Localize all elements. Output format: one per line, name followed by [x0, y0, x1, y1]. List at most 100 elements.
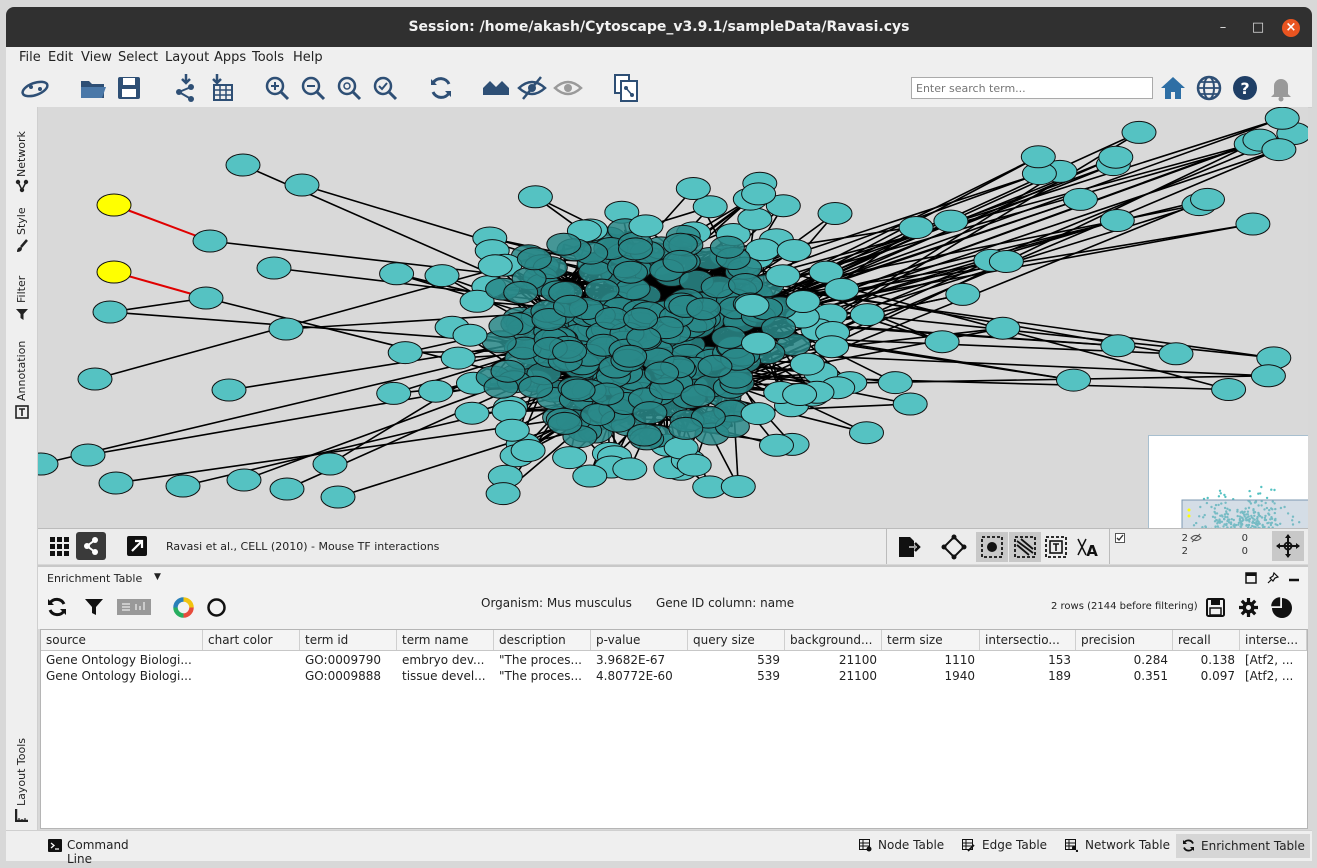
network-node[interactable]: [572, 464, 608, 488]
network-node[interactable]: [612, 344, 648, 368]
network-node[interactable]: [485, 482, 521, 506]
network-node[interactable]: [1158, 342, 1194, 366]
menu-apps[interactable]: Apps: [214, 50, 247, 65]
zoom-selected-icon[interactable]: [370, 73, 400, 103]
network-node[interactable]: [454, 401, 490, 425]
network-node[interactable]: [38, 452, 59, 476]
show-all-icon[interactable]: [553, 73, 583, 103]
network-node[interactable]: [424, 264, 460, 288]
column-header-source[interactable]: source: [41, 630, 203, 650]
network-node[interactable]: [789, 352, 825, 376]
network-node[interactable]: [814, 335, 850, 359]
network-node[interactable]: [320, 485, 356, 509]
tab-style[interactable]: Style: [8, 199, 35, 257]
column-header-term-size[interactable]: term size: [882, 630, 980, 650]
network-node[interactable]: [711, 325, 747, 349]
menu-view[interactable]: View: [81, 50, 112, 65]
chart-disabled-icon[interactable]: [117, 598, 151, 616]
selected-node[interactable]: [96, 260, 132, 284]
network-node[interactable]: [477, 254, 513, 278]
network-node[interactable]: [488, 314, 524, 338]
network-node[interactable]: [503, 281, 539, 304]
column-header-chart-color[interactable]: chart color: [203, 630, 300, 650]
open-folder-icon[interactable]: [78, 73, 108, 103]
network-node[interactable]: [662, 249, 698, 273]
network-node[interactable]: [785, 290, 821, 313]
notification-bell-icon[interactable]: [1266, 73, 1296, 103]
network-node[interactable]: [628, 214, 664, 238]
color-palette-icon[interactable]: [173, 597, 194, 618]
network-overview-minimap[interactable]: [1148, 435, 1308, 528]
network-node[interactable]: [510, 439, 546, 462]
selected-node[interactable]: [96, 193, 132, 217]
column-header-description[interactable]: description: [494, 630, 591, 650]
network-node[interactable]: [284, 173, 320, 197]
network-node[interactable]: [1121, 120, 1157, 144]
network-node[interactable]: [1235, 212, 1271, 236]
network-node[interactable]: [612, 457, 648, 481]
cytoscape-logo-icon[interactable]: [20, 73, 50, 103]
pie-chart-icon[interactable]: [1271, 597, 1293, 619]
network-node[interactable]: [728, 273, 763, 296]
network-node[interactable]: [546, 232, 582, 256]
network-node[interactable]: [892, 392, 928, 416]
network-node[interactable]: [849, 303, 885, 327]
column-header-term-name[interactable]: term name: [397, 630, 494, 650]
minimize-icon[interactable]: –: [1219, 20, 1227, 35]
network-node[interactable]: [553, 294, 588, 318]
network-node[interactable]: [1098, 145, 1134, 169]
network-node[interactable]: [1264, 107, 1300, 130]
network-node[interactable]: [680, 384, 716, 407]
table-row[interactable]: Gene Ontology Biologi... GO:0009888 tiss…: [41, 668, 1307, 684]
tab-node-table[interactable]: Node Table: [859, 836, 949, 856]
network-node[interactable]: [1056, 368, 1091, 392]
network-node[interactable]: [1062, 187, 1098, 211]
export-image-icon[interactable]: [896, 534, 922, 560]
network-node[interactable]: [644, 361, 680, 385]
network-node[interactable]: [741, 331, 776, 355]
network-node[interactable]: [312, 452, 348, 476]
network-node[interactable]: [459, 289, 495, 313]
network-node[interactable]: [1190, 187, 1225, 211]
network-node[interactable]: [632, 401, 668, 425]
menu-help[interactable]: Help: [293, 50, 323, 65]
minimap-viewport[interactable]: [1181, 499, 1308, 528]
zoom-in-icon[interactable]: [262, 73, 292, 103]
tab-network[interactable]: Network: [8, 117, 35, 193]
network-node[interactable]: [741, 182, 777, 206]
network-node[interactable]: [737, 207, 773, 231]
tab-edge-table[interactable]: Edge Table: [962, 836, 1052, 856]
tab-annotation[interactable]: Annotation: [8, 335, 35, 425]
import-table-icon[interactable]: [207, 73, 237, 103]
network-edge[interactable]: [205, 297, 536, 382]
network-node[interactable]: [849, 421, 884, 445]
menu-layout[interactable]: Layout: [165, 50, 210, 65]
selected-edge[interactable]: [113, 204, 211, 242]
network-node[interactable]: [517, 185, 553, 209]
maximize-icon[interactable]: □: [1251, 20, 1265, 35]
network-node[interactable]: [626, 423, 662, 447]
home-network-icon[interactable]: [481, 73, 511, 103]
network-node[interactable]: [1099, 209, 1135, 232]
network-node[interactable]: [898, 216, 934, 239]
network-node[interactable]: [776, 239, 812, 262]
network-node[interactable]: [709, 235, 745, 259]
network-node[interactable]: [531, 308, 567, 331]
column-header-precision[interactable]: precision: [1076, 630, 1173, 650]
network-node[interactable]: [516, 247, 552, 271]
select-annotations-icon[interactable]: [1043, 534, 1069, 560]
settings-gear-icon[interactable]: [1238, 597, 1259, 618]
menu-file[interactable]: File: [19, 50, 41, 65]
network-node[interactable]: [675, 177, 711, 200]
network-node[interactable]: [745, 238, 781, 262]
float-panel-icon[interactable]: [1245, 572, 1257, 584]
network-node[interactable]: [560, 378, 596, 402]
network-node[interactable]: [440, 346, 476, 370]
network-node[interactable]: [817, 202, 853, 225]
zoom-out-icon[interactable]: [298, 73, 328, 103]
network-node[interactable]: [808, 260, 844, 284]
export-table-icon[interactable]: [1205, 597, 1226, 618]
network-node[interactable]: [824, 277, 860, 301]
network-node[interactable]: [933, 209, 969, 233]
network-node[interactable]: [580, 403, 616, 427]
